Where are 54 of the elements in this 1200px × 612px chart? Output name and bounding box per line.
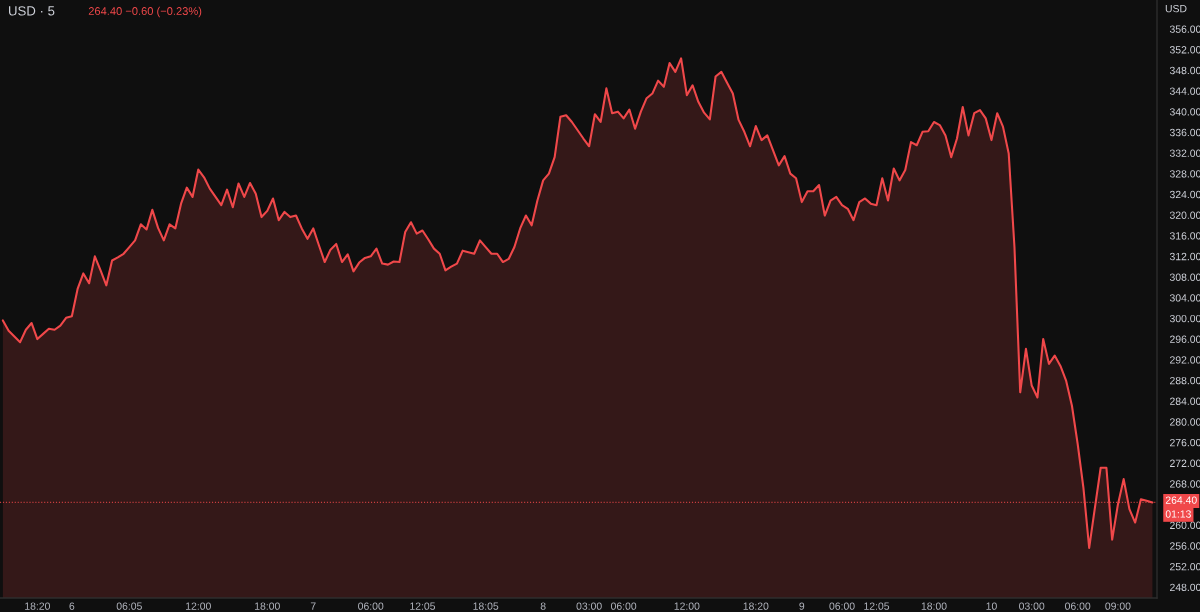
x-tick-label: 7 — [310, 602, 316, 610]
y-tick-label: 272.00 — [1170, 459, 1200, 467]
y-axis-title: USD — [1165, 4, 1187, 13]
y-tick-label: 304.00 — [1169, 294, 1200, 302]
y-tick-label: 324.00 — [1169, 190, 1200, 199]
x-tick-label: 12:00 — [186, 602, 211, 610]
x-tick-label: 06:00 — [610, 602, 637, 610]
x-tick-label: 8 — [540, 602, 546, 610]
x-tick-label: 06:05 — [116, 602, 142, 610]
y-tick-label: 312.00 — [1169, 252, 1200, 261]
x-tick-label: 18:00 — [921, 602, 947, 610]
text: 264.40 −0.60 (−0.23%) — [88, 6, 202, 18]
y-tick-label: 276.00 — [1170, 438, 1200, 447]
x-tick-label: 9 — [799, 602, 805, 610]
x-tick-label: 6 — [69, 602, 75, 610]
y-tick-label: 284.00 — [1170, 397, 1200, 405]
x-tick-label: 10 — [986, 602, 997, 610]
y-tick-label: 256.00 — [1170, 542, 1200, 550]
y-tick-label: 348.00 — [1169, 66, 1200, 75]
y-tick-label: 320.00 — [1169, 211, 1200, 219]
x-tick-label: 18:05 — [473, 602, 499, 610]
y-tick-label: 268.00 — [1170, 480, 1200, 488]
x-tick-label: 06:00 — [358, 602, 384, 610]
x-tick-label: 18:20 — [743, 602, 769, 610]
y-tick-label: 296.00 — [1170, 335, 1200, 343]
x-tick-label: 06:00 — [829, 602, 855, 610]
x-tick-label: 03:00 — [576, 602, 602, 610]
y-tick-label: 252.00 — [1170, 562, 1200, 571]
ref-line-label: 264.40 — [1165, 496, 1197, 504]
x-tick-label: 12:05 — [864, 602, 890, 610]
y-tick-label: 308.00 — [1169, 273, 1200, 281]
y-tick-label: 332.00 — [1169, 149, 1200, 157]
y-tick-label: 336.00 — [1169, 128, 1200, 137]
y-tick-label: 300.00 — [1169, 314, 1200, 323]
chart-title: USD · 5 — [9, 6, 55, 16]
y-tick-label: 316.00 — [1169, 232, 1200, 240]
x-tick-label: 12:00 — [674, 602, 700, 610]
x-tick-label: 12:05 — [410, 602, 436, 610]
y-tick-label: 292.00 — [1170, 356, 1200, 364]
y-tick-label: 260.00 — [1170, 521, 1200, 529]
y-tick-label: 328.00 — [1169, 170, 1200, 178]
x-tick-label: 09:00 — [1105, 602, 1131, 610]
y-tick-label: 248.00 — [1170, 583, 1200, 592]
text: 01:13 — [1165, 510, 1191, 518]
y-tick-label: 344.00 — [1169, 87, 1200, 95]
y-tick-label: 340.00 — [1169, 108, 1200, 116]
x-tick-label: 06:00 — [1065, 602, 1091, 610]
x-tick-label: 03:00 — [1019, 602, 1045, 610]
x-tick-label: 18:00 — [255, 602, 280, 610]
y-tick-label: 356.00 — [1169, 25, 1200, 33]
x-tick-label: 18:20 — [25, 602, 50, 610]
y-tick-label: 352.00 — [1169, 46, 1200, 54]
y-tick-label: 288.00 — [1170, 376, 1200, 385]
y-tick-label: 280.00 — [1170, 418, 1200, 426]
